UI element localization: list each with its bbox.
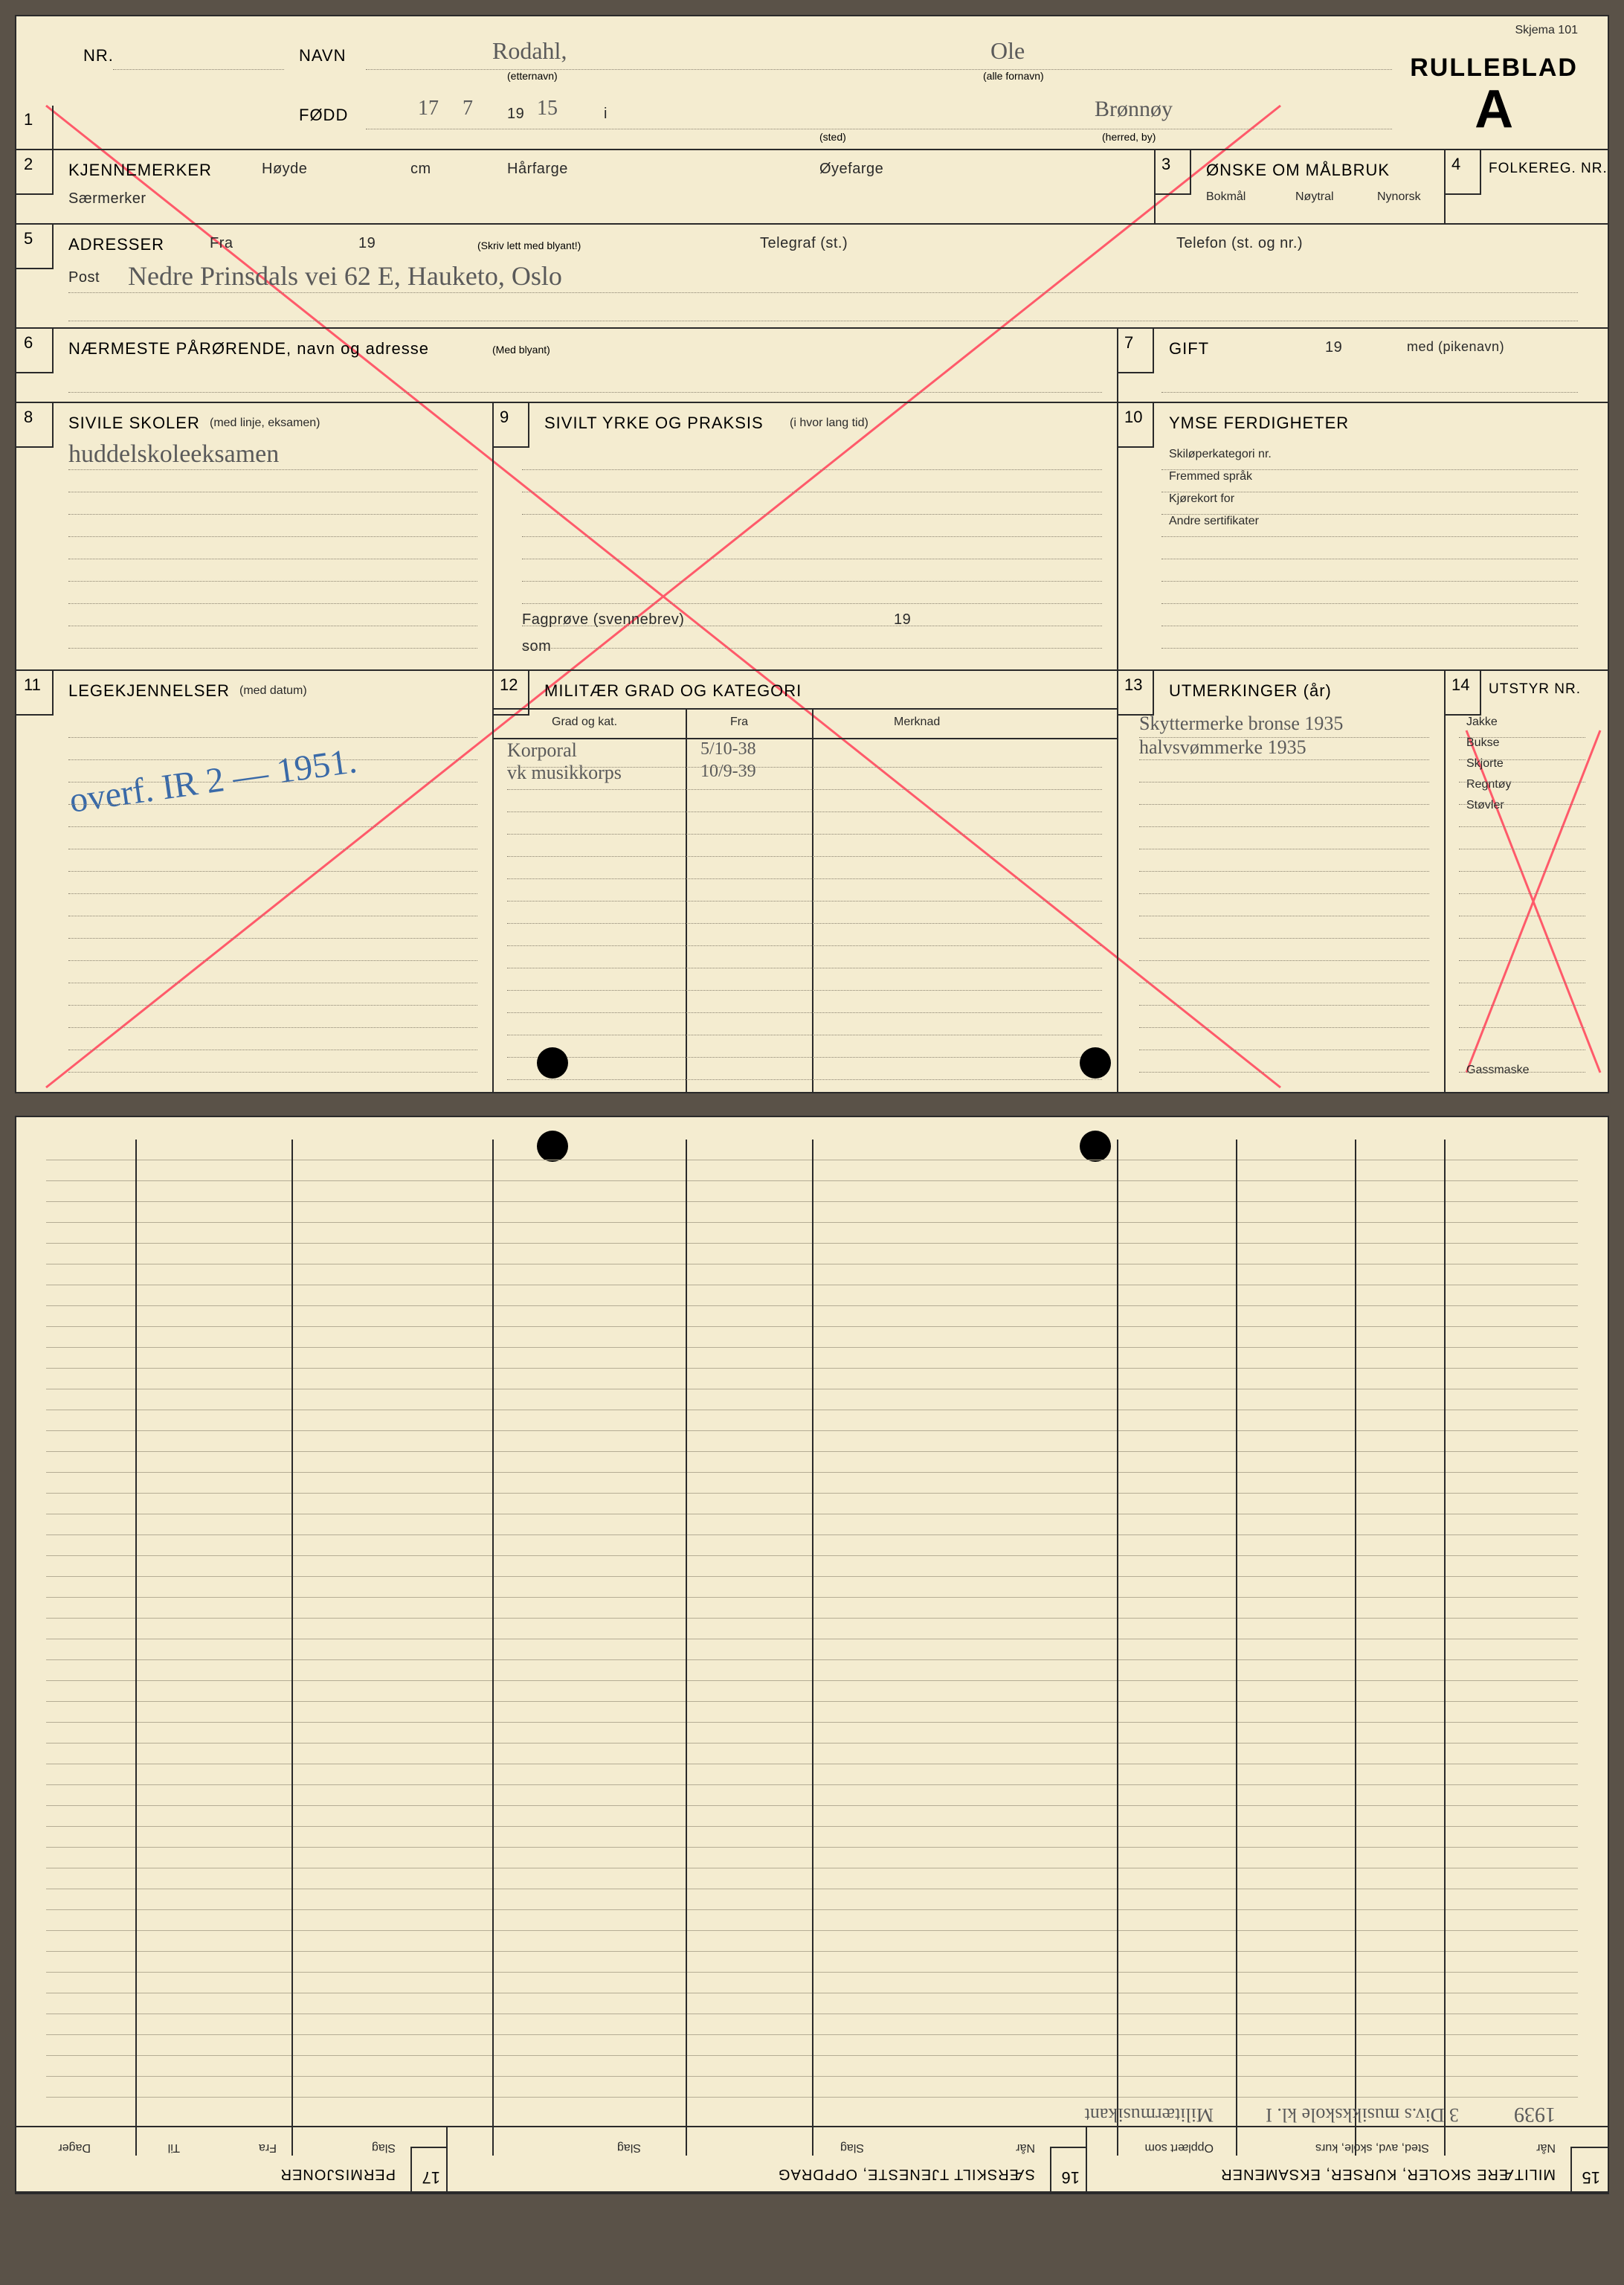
label-folkereg: FOLKEREG. NR. <box>1489 161 1608 177</box>
label-noytral: Nøytral <box>1295 190 1334 204</box>
punch-hole <box>1080 1047 1111 1079</box>
label-saerskilt: SÆRSKILT TJENESTE, OPPDRAG <box>778 2165 1035 2182</box>
label-kjennemerker: KJENNEMERKER <box>68 161 212 180</box>
section-num-15: 15 <box>1570 2147 1608 2191</box>
section-num-2: 2 <box>16 150 54 195</box>
label-onske: ØNSKE OM MÅLBRUK <box>1206 161 1390 180</box>
value-bottom-opplart: Militærmusikant <box>1085 2104 1214 2126</box>
section-num-9: 9 <box>492 403 529 448</box>
punch-hole <box>537 1047 568 1079</box>
label-telegraf: Telegraf (st.) <box>760 235 848 252</box>
card-top: Skjema 101 1 NR. NAVN Rodahl, (etternavn… <box>15 15 1609 1093</box>
hint-blyant: (Med blyant) <box>492 344 550 356</box>
year-prefix-2: 19 <box>358 235 376 252</box>
value-bottom-sted: 3 Div.s musikkskole kl. I <box>1266 2104 1459 2126</box>
hint-etternavn: (etternavn) <box>507 70 558 82</box>
dotted-col-13 <box>1139 716 1429 1077</box>
section-num-5: 5 <box>16 225 54 269</box>
label-cm: cm <box>410 161 431 178</box>
label-ymse: YMSE FERDIGHETER <box>1169 414 1349 433</box>
col-gradkat: Grad og kat. <box>552 716 617 729</box>
label-gift: GIFT <box>1169 339 1209 359</box>
label-nr: NR. <box>83 46 114 65</box>
label-nar: Når <box>1536 2141 1556 2154</box>
hint-skriv: (Skriv lett med blyant!) <box>477 240 581 251</box>
hint-sted: (sted) <box>819 131 846 143</box>
value-bottom-nar: 1939 <box>1514 2102 1556 2126</box>
label-navn: NAVN <box>299 46 347 65</box>
hint-herred: (herred, by) <box>1102 131 1156 143</box>
col-merknad: Merknad <box>894 716 940 729</box>
label-adresser: ADRESSER <box>68 235 164 254</box>
row-3: 5 ADRESSER Fra 19 (Skriv lett med blyant… <box>16 225 1608 329</box>
card-bottom: 15 MILITÆRE SKOLER, KURSER, EKSAMENER Nå… <box>15 1116 1609 2194</box>
row-1: 1 NR. NAVN Rodahl, (etternavn) Ole (alle… <box>16 16 1608 150</box>
row-2: 2 KJENNEMERKER Høyde cm Hårfarge Øyefarg… <box>16 150 1608 225</box>
label-slag-2: Slag <box>617 2141 641 2154</box>
section-num-3: 3 <box>1154 150 1191 195</box>
bottom-header-row: 15 MILITÆRE SKOLER, KURSER, EKSAMENER Nå… <box>16 2126 1608 2193</box>
label-slag-1: Slag <box>840 2141 864 2154</box>
label-slag-3: Slag <box>372 2141 396 2154</box>
label-militaere-skoler: MILITÆRE SKOLER, KURSER, EKSAMENER <box>1220 2165 1556 2182</box>
label-legek: LEGEKJENNELSER <box>68 681 230 701</box>
label-harfarge: Hårfarge <box>507 161 568 178</box>
label-sivile: SIVILE SKOLER <box>68 414 200 433</box>
label-sivilt-yrke: SIVILT YRKE OG PRAKSIS <box>544 414 764 433</box>
section-num-14: 14 <box>1444 671 1481 716</box>
label-nynorsk: Nynorsk <box>1377 190 1421 204</box>
hint-linje: (med linje, eksamen) <box>210 417 320 430</box>
rulleblad-title: RULLEBLAD A <box>1410 54 1578 136</box>
label-utmerk: UTMERKINGER (år) <box>1169 681 1332 701</box>
label-fodd: FØDD <box>299 106 348 125</box>
col-fra: Fra <box>730 716 748 729</box>
label-telefon: Telefon (st. og nr.) <box>1176 235 1303 252</box>
bottom-entries: 1939 3 Div.s musikkskole kl. I Militærmu… <box>16 2096 1608 2126</box>
label-hoyde: Høyde <box>262 161 307 178</box>
dotted-col-11 <box>68 716 477 1077</box>
section-num-16: 16 <box>1050 2147 1087 2191</box>
label-bokmal: Bokmål <box>1206 190 1246 204</box>
section-num-6: 6 <box>16 329 54 373</box>
label-saermerker: Særmerker <box>68 190 146 208</box>
label-oyefarge: Øyefarge <box>819 161 883 178</box>
label-nar-2: Når <box>1016 2141 1035 2154</box>
label-permisjoner: PERMISJONER <box>280 2165 396 2182</box>
hint-fornavn: (alle fornavn) <box>983 70 1044 82</box>
section-num-8: 8 <box>16 403 54 448</box>
year-prefix-3: 19 <box>1325 339 1342 356</box>
label-opplart: Opplært som <box>1145 2141 1214 2154</box>
dotted-col-12 <box>507 745 1102 1077</box>
dotted-col-14 <box>1459 716 1585 1077</box>
section-num-11: 11 <box>16 671 54 716</box>
label-sted-avd: Sted, avd, skole, kurs <box>1315 2141 1429 2154</box>
section-num-1: 1 <box>16 106 54 150</box>
section-num-4: 4 <box>1444 150 1481 195</box>
row-6: 11 LEGEKJENNELSER (med datum) overf. IR … <box>16 671 1608 1092</box>
section-num-17: 17 <box>410 2147 448 2191</box>
label-utstyr: UTSTYR NR. <box>1489 681 1581 698</box>
section-num-13: 13 <box>1117 671 1154 716</box>
label-dager: Dager <box>58 2141 91 2154</box>
hint-datum: (med datum) <box>239 684 307 698</box>
label-pikenavn: med (pikenavn) <box>1407 339 1504 355</box>
label-fra-2: Fra <box>259 2141 277 2154</box>
hint-ihvor: (i hvor lang tid) <box>790 417 869 430</box>
label-narmeste: NÆRMESTE PÅRØRENDE, navn og adresse <box>68 339 429 359</box>
section-num-7: 7 <box>1117 329 1154 373</box>
label-fra-1: Fra <box>210 235 233 252</box>
row-5: 8 SIVILE SKOLER (med linje, eksamen) hud… <box>16 403 1608 671</box>
section-num-10: 10 <box>1117 403 1154 448</box>
label-til: Til <box>168 2141 180 2154</box>
row-4: 6 NÆRMESTE PÅRØRENDE, navn og adresse (M… <box>16 329 1608 403</box>
label-militaer: MILITÆR GRAD OG KATEGORI <box>544 681 802 701</box>
